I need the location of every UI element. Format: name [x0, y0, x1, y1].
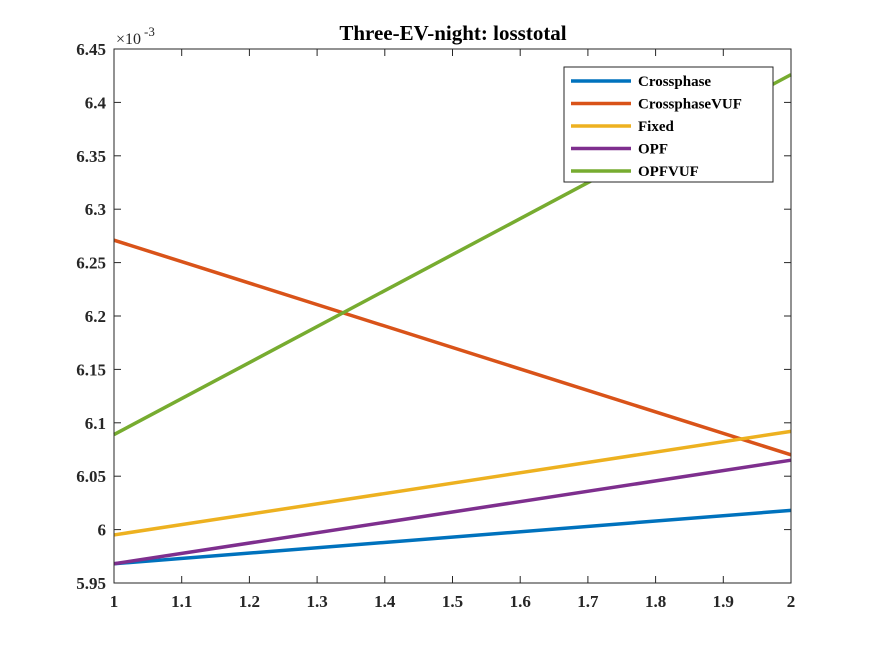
series-line-crossphase [113, 508, 792, 566]
legend-label-crossphasevuf: CrossphaseVUF [638, 97, 742, 113]
x-tick-label: 1.3 [306, 592, 327, 611]
y-tick-label: 6.4 [85, 93, 107, 112]
x-tick-label: 2 [787, 592, 796, 611]
legend: Crossphase CrossphaseVUF Fixed OPF OPFVUF [563, 66, 774, 183]
series-line-opf [113, 458, 792, 566]
y-tick-label: 6.05 [76, 467, 106, 486]
y-exponent-power: -3 [144, 24, 155, 39]
x-tick-label: 1 [110, 592, 119, 611]
y-tick-label: 6.1 [85, 414, 106, 433]
x-tick-label: 1.8 [645, 592, 666, 611]
y-tick-label: 6.45 [76, 40, 106, 59]
x-tick-label: 1.5 [442, 592, 463, 611]
y-tick-label: 6.3 [85, 200, 106, 219]
y-tick-label: 6.35 [76, 147, 106, 166]
x-tick-label: 1.4 [374, 592, 396, 611]
y-axis-ticks: 5.95 6 6.05 6.1 6.15 6.2 6.25 6.3 6.35 6.4 6.45 [76, 40, 791, 593]
y-tick-label: 6 [98, 521, 107, 540]
legend-label-crossphase: Crossphase [638, 74, 711, 90]
series-line-crossphasevuf [113, 238, 792, 457]
x-tick-label: 1.7 [577, 592, 599, 611]
y-tick-label: 6.25 [76, 254, 106, 273]
x-tick-label: 1.1 [171, 592, 192, 611]
y-tick-label: 5.95 [76, 574, 106, 593]
x-axis-ticks: 1 1.1 1.2 1.3 1.4 1.5 1.6 1.7 1.8 1.9 2 [110, 49, 796, 611]
legend-label-opf: OPF [638, 142, 668, 158]
legend-label-opfvuf: OPFVUF [638, 164, 699, 180]
chart-title: Three-EV-night: losstotal [339, 21, 566, 45]
y-exponent-base: ×10 [116, 31, 141, 48]
x-tick-label: 1.9 [713, 592, 734, 611]
y-tick-label: 6.2 [85, 307, 106, 326]
y-exponent: ×10 -3 [116, 24, 155, 48]
x-tick-label: 1.6 [510, 592, 531, 611]
legend-label-fixed: Fixed [638, 119, 674, 135]
y-tick-label: 6.15 [76, 360, 106, 379]
x-tick-label: 1.2 [239, 592, 260, 611]
series-line-fixed [113, 429, 792, 537]
